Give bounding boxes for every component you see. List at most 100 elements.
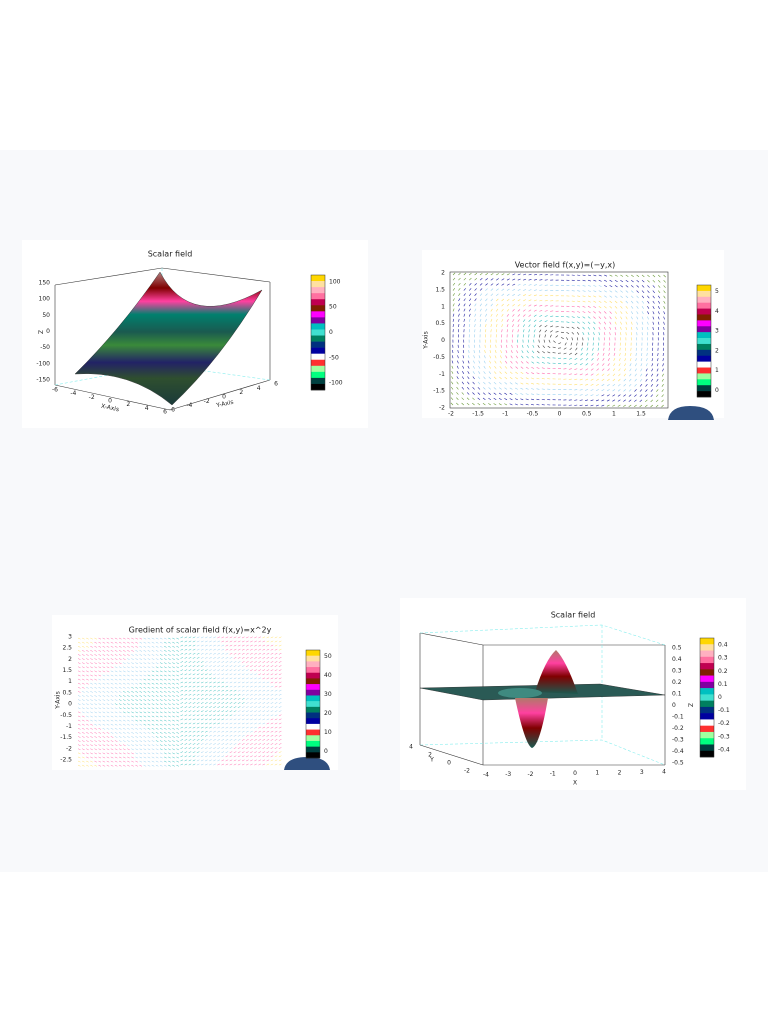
axis-label: Z <box>687 703 694 707</box>
tick-label: 5 <box>715 288 719 295</box>
tick-label: 0.3 <box>718 655 728 662</box>
tick-label: 0 <box>68 701 72 708</box>
colorbar-swatch <box>700 694 714 701</box>
colorbar-swatch <box>697 385 711 391</box>
colorbar-swatch <box>700 688 714 695</box>
colorbar-swatch <box>700 726 714 733</box>
title: Vector field f(x,y)=(−y,x) <box>515 261 616 270</box>
colorbar-swatch <box>700 707 714 714</box>
colorbar-swatch <box>306 752 320 758</box>
tick-label: 3 <box>715 328 719 335</box>
colorbar-swatch <box>700 713 714 720</box>
colorbar-swatch <box>311 336 325 342</box>
colorbar-swatch <box>697 391 711 397</box>
tick-label: -2 <box>439 405 445 412</box>
colorbar-swatch <box>311 342 325 348</box>
tick-label: 20 <box>324 710 332 717</box>
colorbar-swatch <box>697 291 711 297</box>
tick-label: 30 <box>324 691 332 698</box>
colorbar-swatch <box>311 366 325 372</box>
colorbar-swatch <box>700 657 714 664</box>
colorbar-swatch <box>306 724 320 730</box>
tick-label: 4 <box>715 308 719 315</box>
colorbar-swatch <box>311 281 325 287</box>
tick-label: 1 <box>595 770 599 777</box>
tick-label: 4 <box>257 385 261 392</box>
tick-label: 2 <box>126 401 130 408</box>
tick-label: -0.3 <box>672 737 684 744</box>
colorbar-swatch <box>700 738 714 745</box>
tick-label: -6 <box>169 407 175 414</box>
colorbar-swatch <box>306 667 320 673</box>
tick-label: -1 <box>550 770 556 777</box>
colorbar-swatch <box>697 297 711 303</box>
axis-label: Z <box>37 330 44 334</box>
colorbar-swatch <box>311 311 325 317</box>
tick-label: 0 <box>108 398 112 405</box>
colorbar-swatch <box>311 317 325 323</box>
tick-label: 0 <box>222 394 226 401</box>
colorbar-swatch <box>697 314 711 320</box>
title: Scalar field <box>551 611 596 620</box>
colorbar-swatch <box>311 360 325 366</box>
colorbar-swatch <box>311 378 325 384</box>
colorbar-swatch <box>700 744 714 751</box>
colorbar-swatch <box>311 305 325 311</box>
tick-label: -150 <box>36 377 50 384</box>
colorbar-swatch <box>697 373 711 379</box>
colorbar-swatch <box>697 350 711 356</box>
tick-label: 1.5 <box>435 286 445 293</box>
colorbar-swatch <box>306 735 320 741</box>
tick-label: -4 <box>70 390 76 397</box>
tick-label: -100 <box>36 360 50 367</box>
tick-label: 6 <box>274 381 278 388</box>
tick-label: -2 <box>528 771 534 778</box>
colorbar-swatch <box>697 338 711 344</box>
colorbar-swatch <box>306 730 320 736</box>
colorbar-swatch <box>306 656 320 662</box>
colorbar-swatch <box>311 287 325 293</box>
colorbar-swatch <box>311 384 325 390</box>
tick-label: 100 <box>329 278 341 285</box>
tick-label: 6 <box>163 409 167 416</box>
tick-label: -100 <box>329 380 343 387</box>
tick-label: 0 <box>672 702 676 709</box>
colorbar-swatch <box>311 293 325 299</box>
tick-label: 1.5 <box>636 411 646 418</box>
colorbar-swatch <box>311 348 325 354</box>
tick-label: 3 <box>68 634 72 641</box>
tick-label: 0.2 <box>718 668 728 675</box>
colorbar-swatch <box>700 644 714 651</box>
colorbar-swatch <box>311 275 325 281</box>
colorbar-swatch <box>697 368 711 374</box>
tick-label: -1.5 <box>60 734 72 741</box>
tick-label: 0 <box>441 337 445 344</box>
tick-label: -2 <box>448 411 454 418</box>
tick-label: 0.4 <box>672 656 682 663</box>
tick-label: -0.1 <box>718 707 730 714</box>
colorbar-swatch <box>697 379 711 385</box>
colorbar-swatch <box>700 682 714 689</box>
tick-label: 2 <box>618 769 622 776</box>
colorbar-swatch <box>306 690 320 696</box>
tick-label: 2 <box>715 347 719 354</box>
tick-label: 0.5 <box>672 645 682 652</box>
tick-label: -0.5 <box>672 760 684 767</box>
colorbar-swatch <box>306 741 320 747</box>
colorbar-swatch <box>700 701 714 708</box>
tick-label: -2 <box>204 398 210 405</box>
colorbar-swatch <box>697 326 711 332</box>
tick-label: 10 <box>324 729 332 736</box>
tick-label: -50 <box>40 344 50 351</box>
colorbar-swatch <box>306 747 320 753</box>
tick-label: 0.4 <box>718 642 728 649</box>
colorbar-swatch <box>697 309 711 315</box>
tick-label: 2 <box>68 656 72 663</box>
colorbar-swatch <box>700 676 714 683</box>
tick-label: -2.5 <box>60 757 72 764</box>
tick-label: 1 <box>68 678 72 685</box>
colorbar-swatch <box>311 299 325 305</box>
tick-label: -1 <box>439 371 445 378</box>
tick-label: -0.5 <box>60 712 72 719</box>
tick-label: -0.3 <box>718 733 730 740</box>
